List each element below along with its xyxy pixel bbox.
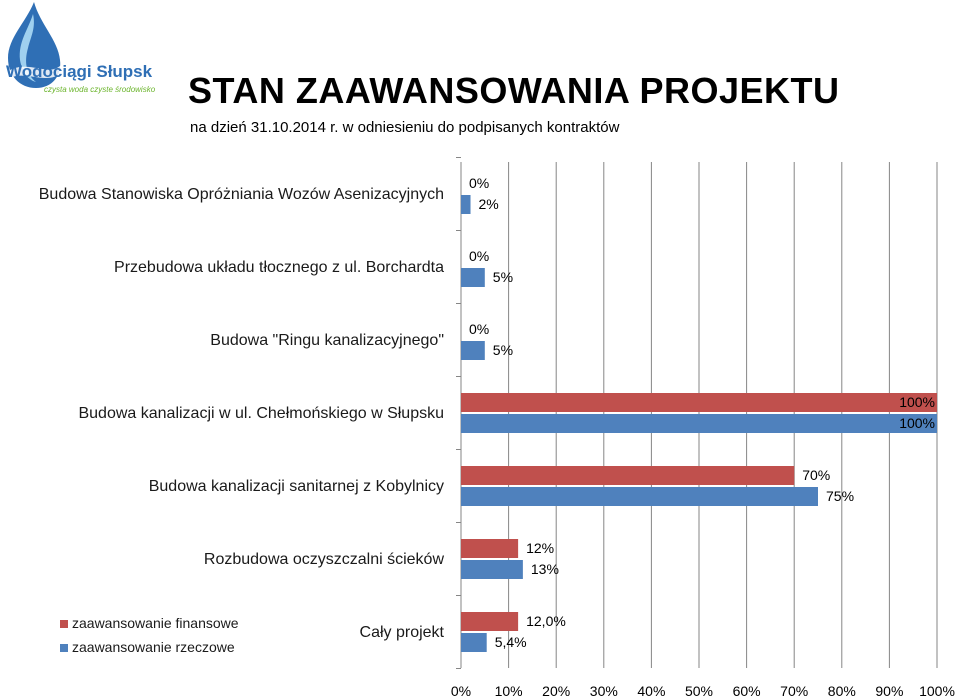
category-label: Budowa Stanowiska Opróżniania Wozów Asen… <box>39 186 444 203</box>
logo-tagline: czysta woda czyste środowisko <box>44 85 156 94</box>
bar-financial <box>461 466 795 485</box>
x-axis-ticks: 0% 10% 20% 30% 40% 50% 60% 70% 80% 90% 100% <box>451 683 955 698</box>
bar-material <box>461 195 471 214</box>
category-labels: Budowa Stanowiska Opróżniania Wozów Asen… <box>39 186 445 641</box>
x-tick-label: 20% <box>542 683 570 698</box>
category-label: Cały projekt <box>360 624 445 641</box>
x-tick-label: 10% <box>495 683 523 698</box>
bar-label-material: 5% <box>493 342 513 358</box>
x-tick-label: 30% <box>590 683 618 698</box>
bar-label-material: 100% <box>899 415 935 431</box>
page-title: STAN ZAAWANSOWANIA PROJEKTU <box>188 70 840 111</box>
legend-swatch <box>60 644 68 652</box>
category-label: Budowa kanalizacji w ul. Chełmońskiego w… <box>78 405 444 422</box>
bar-label-material: 5% <box>493 269 513 285</box>
bar-label-financial: 0% <box>469 175 489 191</box>
x-tick-label: 50% <box>685 683 713 698</box>
bar-financial <box>461 539 519 558</box>
bar-label-material: 2% <box>479 196 499 212</box>
x-tick-label: 60% <box>733 683 761 698</box>
page-subtitle: na dzień 31.10.2014 r. w odniesieniu do … <box>190 119 620 136</box>
water-drop-icon <box>8 2 61 88</box>
legend-swatch <box>60 620 68 628</box>
bar-material <box>461 341 485 360</box>
logo-name: Wodociągi Słupsk <box>6 62 153 81</box>
bar-label-material: 75% <box>826 488 854 504</box>
bar-label-financial: 0% <box>469 321 489 337</box>
category-label: Budowa "Ringu kanalizacyjnego" <box>210 332 444 349</box>
bar-financial <box>461 393 937 412</box>
water-drop-highlight-icon <box>19 14 36 82</box>
wodociagi-slupsk-logo: Wodociągi Słupsk czysta woda czyste środ… <box>6 2 156 94</box>
bar-label-financial: 12% <box>526 540 554 556</box>
category-label: Rozbudowa oczyszczalni ścieków <box>204 551 445 568</box>
water-wave-icon <box>10 64 62 78</box>
bar-label-material: 13% <box>531 561 559 577</box>
bar-label-financial: 70% <box>802 467 830 483</box>
legend-label: zaawansowanie rzeczowe <box>72 639 235 655</box>
x-tick-label: 0% <box>451 683 471 698</box>
bar-label-financial: 12,0% <box>526 613 566 629</box>
bar-label-financial: 100% <box>899 394 935 410</box>
chart-gridlines <box>456 157 938 669</box>
legend-label: zaawansowanie finansowe <box>72 615 239 631</box>
x-tick-label: 90% <box>875 683 903 698</box>
category-label: Budowa kanalizacji sanitarnej z Kobylnic… <box>149 478 444 495</box>
x-tick-label: 100% <box>919 683 955 698</box>
bar-material <box>461 560 523 579</box>
bar-material <box>461 268 485 287</box>
chart-legend: zaawansowanie finansowe zaawansowanie rze… <box>60 615 239 655</box>
chart-bars <box>461 195 937 652</box>
x-tick-label: 80% <box>828 683 856 698</box>
category-label: Przebudowa układu tłocznego z ul. Borcha… <box>114 259 444 276</box>
bar-material <box>461 633 487 652</box>
bar-material <box>461 414 937 433</box>
bar-material <box>461 487 818 506</box>
x-tick-label: 70% <box>780 683 808 698</box>
bar-label-financial: 0% <box>469 248 489 264</box>
bar-label-material: 5,4% <box>495 634 527 650</box>
bar-financial <box>461 612 519 631</box>
x-tick-label: 40% <box>637 683 665 698</box>
bar-value-labels: 0%2%0%5%0%5%100%100%70%75%12%13%12,0%5,4… <box>469 175 935 650</box>
